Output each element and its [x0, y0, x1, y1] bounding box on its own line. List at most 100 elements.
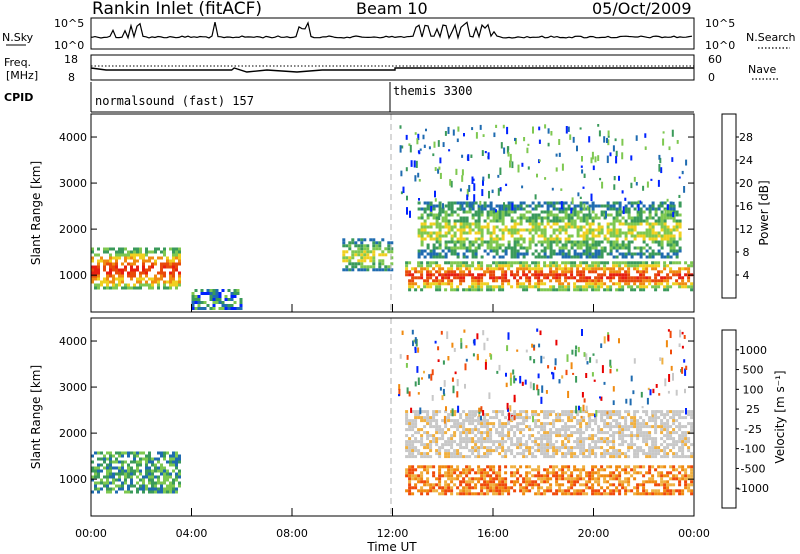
- heat-cell: [663, 422, 667, 426]
- heat-cell: [549, 219, 553, 223]
- heat-cell: [645, 422, 649, 426]
- heat-cell: [206, 289, 210, 292]
- heat-cell: [438, 210, 442, 214]
- heat-cell: [450, 240, 454, 244]
- heat-cell: [645, 243, 649, 247]
- heat-cell: [130, 451, 133, 455]
- heat-cell: [600, 225, 604, 229]
- heat-cell: [657, 270, 661, 274]
- sparse-echo: [612, 400, 615, 406]
- heat-cell: [477, 419, 481, 423]
- heat-cell: [492, 465, 496, 469]
- heat-cell: [239, 307, 243, 310]
- heat-cell: [597, 249, 601, 253]
- heat-cell: [645, 276, 649, 280]
- heat-cell: [630, 474, 634, 478]
- heat-cell: [160, 454, 163, 458]
- heat-cell: [678, 410, 682, 414]
- heat-cell: [142, 268, 145, 272]
- heat-cell: [154, 280, 157, 284]
- heat-cell: [444, 216, 448, 220]
- heat-cell: [651, 443, 655, 447]
- heat-cell: [438, 267, 442, 271]
- heat-cell: [585, 288, 589, 292]
- heat-cell: [492, 255, 496, 259]
- heat-cell: [525, 288, 529, 292]
- heat-cell: [651, 446, 655, 450]
- heat-cell: [618, 279, 622, 283]
- sparse-echo: [473, 183, 476, 191]
- heat-cell: [468, 204, 472, 208]
- heat-cell: [154, 469, 157, 473]
- heat-cell: [474, 267, 478, 271]
- heat-cell: [483, 446, 487, 450]
- heat-cell: [474, 255, 478, 259]
- heat-cell: [408, 452, 412, 456]
- heat-cell: [567, 249, 571, 253]
- heat-cell: [109, 469, 112, 473]
- heat-cell: [531, 201, 535, 205]
- heat-cell: [435, 413, 439, 417]
- heat-cell: [525, 210, 529, 214]
- heat-cell: [669, 204, 673, 208]
- heat-cell: [663, 434, 667, 438]
- heat-cell: [519, 207, 523, 211]
- sparse-echo: [516, 349, 519, 352]
- heat-cell: [420, 213, 424, 217]
- heat-cell: [91, 250, 94, 254]
- heat-cell: [498, 276, 502, 280]
- heat-cell: [519, 413, 523, 417]
- heat-cell: [435, 422, 439, 426]
- heat-cell: [471, 440, 475, 444]
- heat-cell: [169, 277, 172, 281]
- heat-cell: [543, 437, 547, 441]
- heat-cell: [480, 443, 484, 447]
- heat-cell: [651, 267, 655, 271]
- heat-cell: [456, 477, 460, 481]
- heat-cell: [591, 210, 595, 214]
- sparse-echo: [537, 373, 540, 379]
- heat-cell: [552, 204, 556, 208]
- heat-cell: [480, 419, 484, 423]
- heat-cell: [109, 271, 112, 275]
- heat-cell: [209, 298, 213, 301]
- heat-cell: [621, 246, 625, 250]
- heat-cell: [501, 219, 505, 223]
- heat-cell: [549, 225, 553, 229]
- heat-cell: [573, 477, 577, 481]
- heat-cell: [576, 264, 580, 268]
- heat-cell: [501, 270, 505, 274]
- heat-cell: [486, 425, 490, 429]
- sparse-echo: [511, 416, 514, 421]
- heat-cell: [489, 273, 493, 277]
- heat-cell: [594, 489, 598, 493]
- heat-cell: [432, 419, 436, 423]
- heat-cell: [561, 207, 565, 211]
- sparse-echo: [659, 157, 662, 164]
- heat-cell: [639, 249, 643, 253]
- heat-cell: [594, 216, 598, 220]
- heat-cell: [432, 486, 436, 490]
- heat-cell: [558, 228, 562, 232]
- heat-cell: [585, 428, 589, 432]
- heat-cell: [426, 477, 430, 481]
- heat-cell: [627, 216, 631, 220]
- sparse-echo: [448, 149, 451, 152]
- heat-cell: [669, 465, 673, 469]
- heat-cell: [678, 219, 682, 223]
- heat-cell: [447, 416, 451, 420]
- heat-cell: [109, 262, 112, 266]
- sparse-echo: [460, 338, 463, 343]
- heat-cell: [516, 446, 520, 450]
- heat-cell: [567, 477, 571, 481]
- heat-cell: [507, 489, 511, 493]
- heat-cell: [163, 490, 166, 494]
- heat-cell: [666, 437, 670, 441]
- heat-cell: [510, 273, 514, 277]
- heat-cell: [591, 465, 595, 469]
- heat-cell: [227, 289, 231, 292]
- heat-cell: [546, 471, 550, 475]
- heat-cell: [127, 253, 130, 257]
- heat-cell: [172, 481, 175, 485]
- heat-cell: [501, 234, 505, 238]
